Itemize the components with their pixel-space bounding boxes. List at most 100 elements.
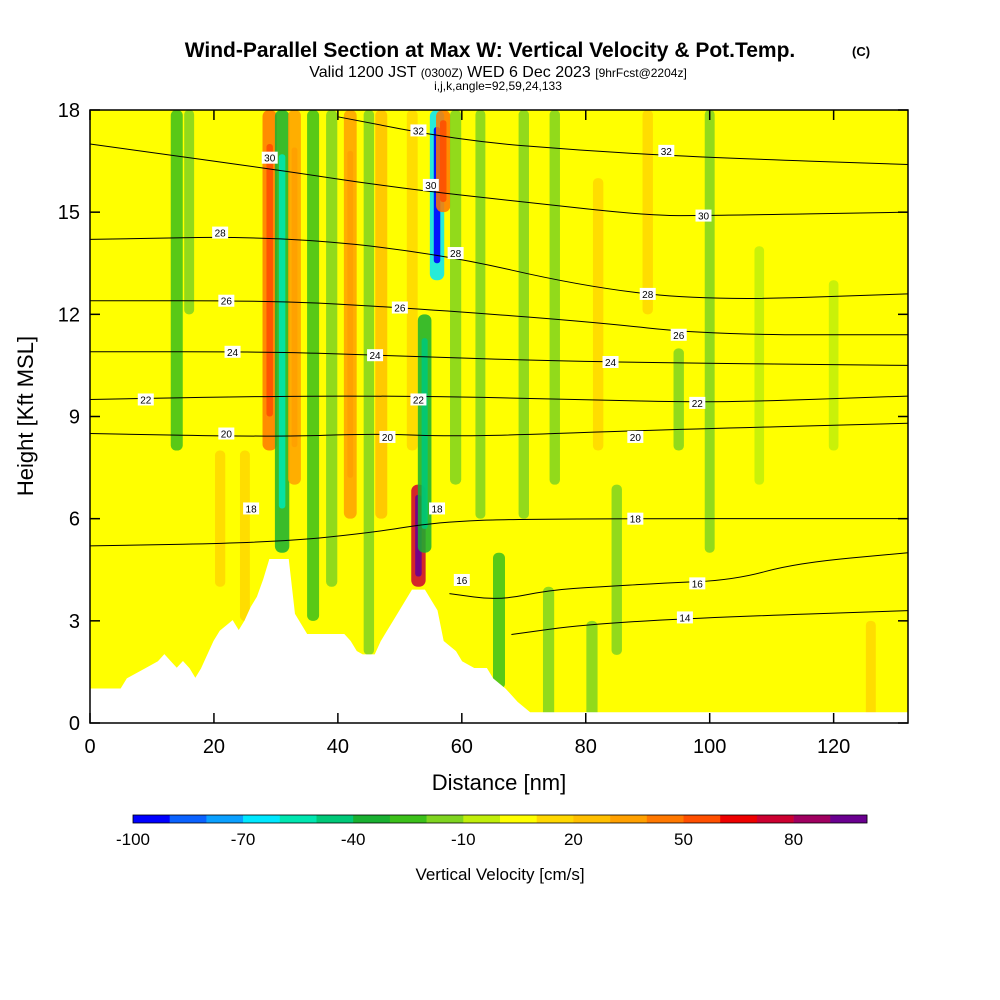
contour-label-text: 18 (431, 504, 443, 515)
contour-label-text: 26 (673, 331, 685, 342)
contour-label-text: 24 (605, 358, 617, 369)
contour-label-bg (447, 247, 464, 260)
y-tick-label: 9 (69, 407, 80, 429)
contour-label-bg (410, 124, 427, 137)
x-tick-label: 80 (575, 736, 597, 758)
terrain (90, 559, 908, 723)
colorbar-swatch (353, 815, 391, 823)
contour-label-text: 20 (221, 430, 233, 441)
contour-label-text: 26 (221, 297, 233, 308)
contour-label-text: 22 (692, 399, 704, 410)
contour-label-text: 30 (264, 154, 276, 165)
velocity-plume (865, 620, 876, 723)
contour-label: 18 (627, 512, 644, 526)
contour-label-bg (224, 345, 241, 358)
contour-label-text: 16 (692, 579, 704, 590)
contour-label: 26 (391, 301, 408, 315)
contour-label-text: 18 (630, 515, 642, 526)
colorbar-swatch (646, 815, 684, 823)
colorbar-swatch (426, 815, 464, 823)
chart-title-suffix: (C) (852, 44, 870, 59)
colorbar-swatch (756, 815, 794, 823)
colorbar-swatch (793, 815, 831, 823)
velocity-plume (642, 110, 653, 315)
contour-label-bg (261, 151, 278, 164)
contour-label: 28 (639, 287, 656, 301)
contour-label-bg (639, 287, 656, 300)
colorbar-swatch (720, 815, 758, 823)
isentrope-22 (90, 395, 908, 403)
y-tick-label: 6 (69, 509, 80, 531)
isentrope-16 (449, 552, 908, 599)
contour-label-bg (391, 301, 408, 314)
contour-label-bg (627, 430, 644, 443)
colorbar-swatch (610, 815, 648, 823)
x-axis: 0 20 40 60 80 100 120 (84, 110, 850, 758)
colorbar-ticks: -100 -70 -40 -10 20 50 80 (116, 830, 803, 849)
colorbar-swatch (683, 815, 721, 823)
x-tick-label: 100 (693, 736, 726, 758)
contour-label: 18 (243, 502, 260, 515)
contour-label-text: 22 (140, 395, 152, 406)
isentrope-28 (90, 236, 908, 299)
contour-label-bg (670, 328, 687, 341)
colorbar-swatch (206, 815, 244, 823)
contour-label-bg (137, 393, 154, 406)
contour-label-text: 24 (227, 348, 239, 359)
chart-subtitle: Valid 1200 JST (0300Z) WED 6 Dec 2023 [9… (309, 64, 687, 81)
velocity-plume-core (291, 147, 298, 448)
contour-label-text: 20 (630, 433, 642, 444)
isentrope-20 (90, 422, 908, 437)
colorbar-swatch (536, 815, 574, 823)
y-tick-label: 0 (69, 713, 80, 735)
contour-label: 22 (410, 393, 427, 406)
x-axis-label: Distance [nm] (432, 770, 567, 795)
colorbar-tick-label: 50 (674, 830, 693, 849)
contour-label-bg (453, 573, 470, 586)
colorbar-label: Vertical Velocity [cm/s] (415, 865, 584, 884)
velocity-plume-core (347, 150, 354, 478)
velocity-plume (828, 280, 839, 451)
contour-label-bg (658, 144, 675, 157)
velocity-plume (518, 110, 529, 519)
velocity-plume (375, 110, 388, 519)
contour-label: 20 (379, 430, 396, 444)
velocity-plume (184, 110, 195, 315)
contour-label-bg (689, 577, 706, 590)
colorbar-swatch (573, 815, 611, 823)
velocity-plume (542, 586, 555, 723)
contour-label-bg (627, 512, 644, 525)
contour-label: 30 (695, 209, 712, 223)
isentrope-32 (337, 116, 908, 165)
contour-label: 22 (689, 396, 706, 410)
velocity-plume (592, 178, 604, 451)
contour-label-text: 26 (394, 304, 406, 315)
contour-label-bg (212, 226, 229, 239)
contour-label: 30 (422, 178, 439, 192)
contour-label-bg (243, 502, 260, 515)
velocity-plume (704, 110, 715, 553)
contour-label: 16 (689, 577, 706, 590)
contour-label-text: 28 (450, 249, 462, 260)
x-tick-label: 20 (203, 736, 225, 758)
contour-label-text: 30 (425, 181, 437, 192)
velocity-plume (475, 110, 486, 519)
contour-label: 20 (627, 430, 644, 444)
contour-label-bg (218, 294, 235, 307)
isentrope-14 (511, 610, 908, 635)
chart-title: Wind-Parallel Section at Max W: Vertical… (185, 39, 796, 62)
contour-label-text: 28 (215, 229, 227, 240)
x-tick-label: 60 (451, 736, 473, 758)
colorbar-tick-label: -100 (116, 830, 150, 849)
colorbar-tick-label: 20 (564, 830, 583, 849)
contour-label: 28 (212, 226, 229, 240)
contour-label-bg (422, 178, 439, 191)
contour-label-bg (218, 427, 235, 440)
colorbar-tick-label: 80 (784, 830, 803, 849)
velocity-plume (307, 110, 320, 621)
velocity-plume (586, 620, 598, 723)
x-tick-label: 0 (84, 736, 95, 758)
isentrope-18 (90, 518, 908, 547)
contour-label-bg (410, 393, 427, 406)
